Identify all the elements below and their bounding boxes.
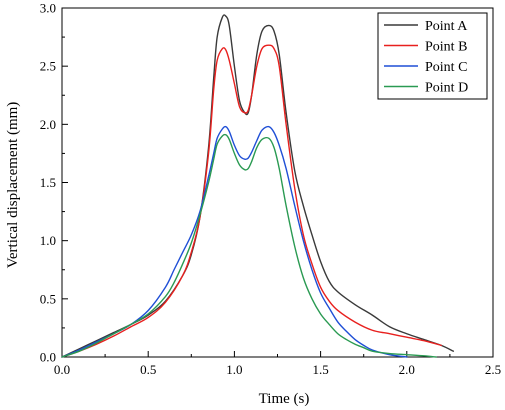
y-tick-label: 1.5	[40, 175, 56, 190]
x-tick-label: 0.5	[140, 362, 156, 377]
y-tick-label: 2.5	[40, 59, 56, 74]
series-line-point-b	[61, 44, 442, 358]
x-tick-label: 1.5	[312, 362, 328, 377]
axes-layer: 0.0 0.5 1.0 1.5 2.0 2.5 0.0 0.5 1.0 1.5 2.0 2.5 3.0	[40, 1, 501, 378]
x-tick-label: 2.0	[399, 362, 415, 377]
y-tick-label: 0.5	[40, 291, 56, 306]
legend-label-point-c: Point C	[425, 60, 467, 75]
y-tick-label: 1.0	[40, 233, 56, 248]
legend-box	[377, 12, 488, 100]
labels-layer: Time (s) Vertical displacement (mm)	[5, 102, 309, 407]
legend: Point A Point B Point C Point D	[377, 12, 488, 100]
y-axis-title: Vertical displacement (mm)	[5, 102, 21, 269]
x-tick-label: 0.0	[54, 362, 70, 377]
y-tick-label: 3.0	[40, 1, 56, 16]
legend-label-point-b: Point B	[425, 40, 467, 55]
legend-label-point-a: Point A	[425, 19, 468, 34]
x-axis-title: Time (s)	[259, 391, 310, 407]
series-line-point-d	[61, 133, 437, 358]
legend-label-point-d: Point D	[425, 81, 468, 96]
series-layer	[61, 14, 455, 358]
x-tick-label: 1.0	[226, 362, 242, 377]
y-tick-label: 0.0	[40, 350, 56, 365]
series-line-point-c	[61, 125, 408, 358]
x-tick-label: 2.5	[485, 362, 501, 377]
y-tick-label: 2.0	[40, 117, 56, 132]
